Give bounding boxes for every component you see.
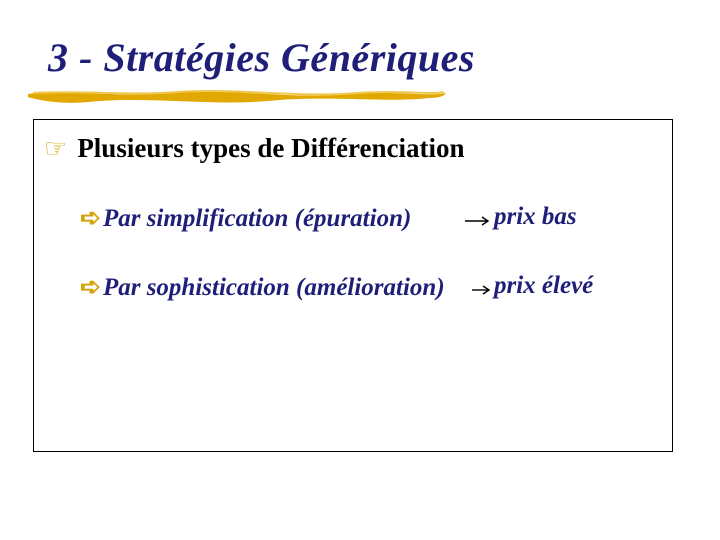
arrow-icon bbox=[465, 216, 493, 226]
slide: 3 - Stratégies Génériques ☞ Plusieurs ty… bbox=[0, 0, 720, 540]
sub-bullet-2-result: prix élevé bbox=[494, 272, 593, 300]
sub-bullet-2: ➪Par sophistication (amélioration) bbox=[80, 272, 445, 302]
arrow-icon bbox=[472, 285, 494, 295]
hand-pointing-icon: ☞ bbox=[44, 133, 67, 164]
bullet-line-1: ☞ Plusieurs types de Différenciation bbox=[44, 133, 465, 164]
arrow-bullet-icon: ➪ bbox=[80, 205, 101, 232]
sub-bullet-1-result: prix bas bbox=[494, 203, 577, 231]
title-underline-brush bbox=[28, 88, 448, 106]
sub-bullet-2-text: Par sophistication (amélioration) bbox=[103, 274, 445, 301]
slide-title: 3 - Stratégies Génériques bbox=[48, 34, 475, 81]
line1-text: Plusieurs types de Différenciation bbox=[77, 133, 464, 164]
sub-bullet-1: ➪Par simplification (épuration) bbox=[80, 203, 411, 233]
sub-bullet-1-text: Par simplification (épuration) bbox=[103, 205, 411, 232]
arrow-bullet-icon: ➪ bbox=[80, 274, 101, 301]
